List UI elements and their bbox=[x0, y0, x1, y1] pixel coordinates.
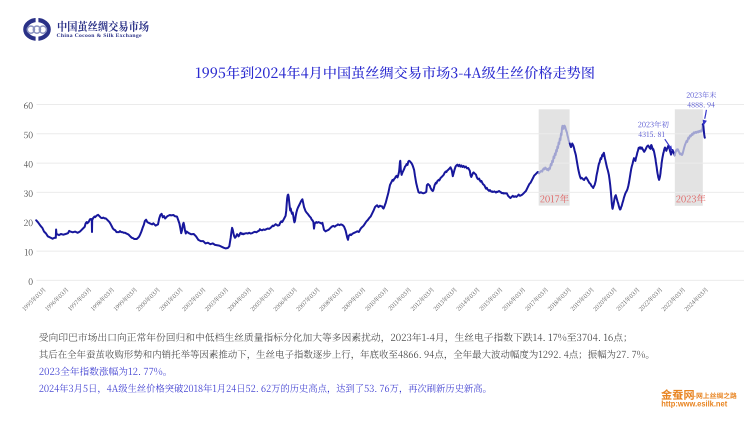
svg-text:http:www.esilk.net: http:www.esilk.net bbox=[661, 399, 727, 408]
svg-text:China Cocoon & Silk Exchange: China Cocoon & Silk Exchange bbox=[57, 33, 142, 39]
